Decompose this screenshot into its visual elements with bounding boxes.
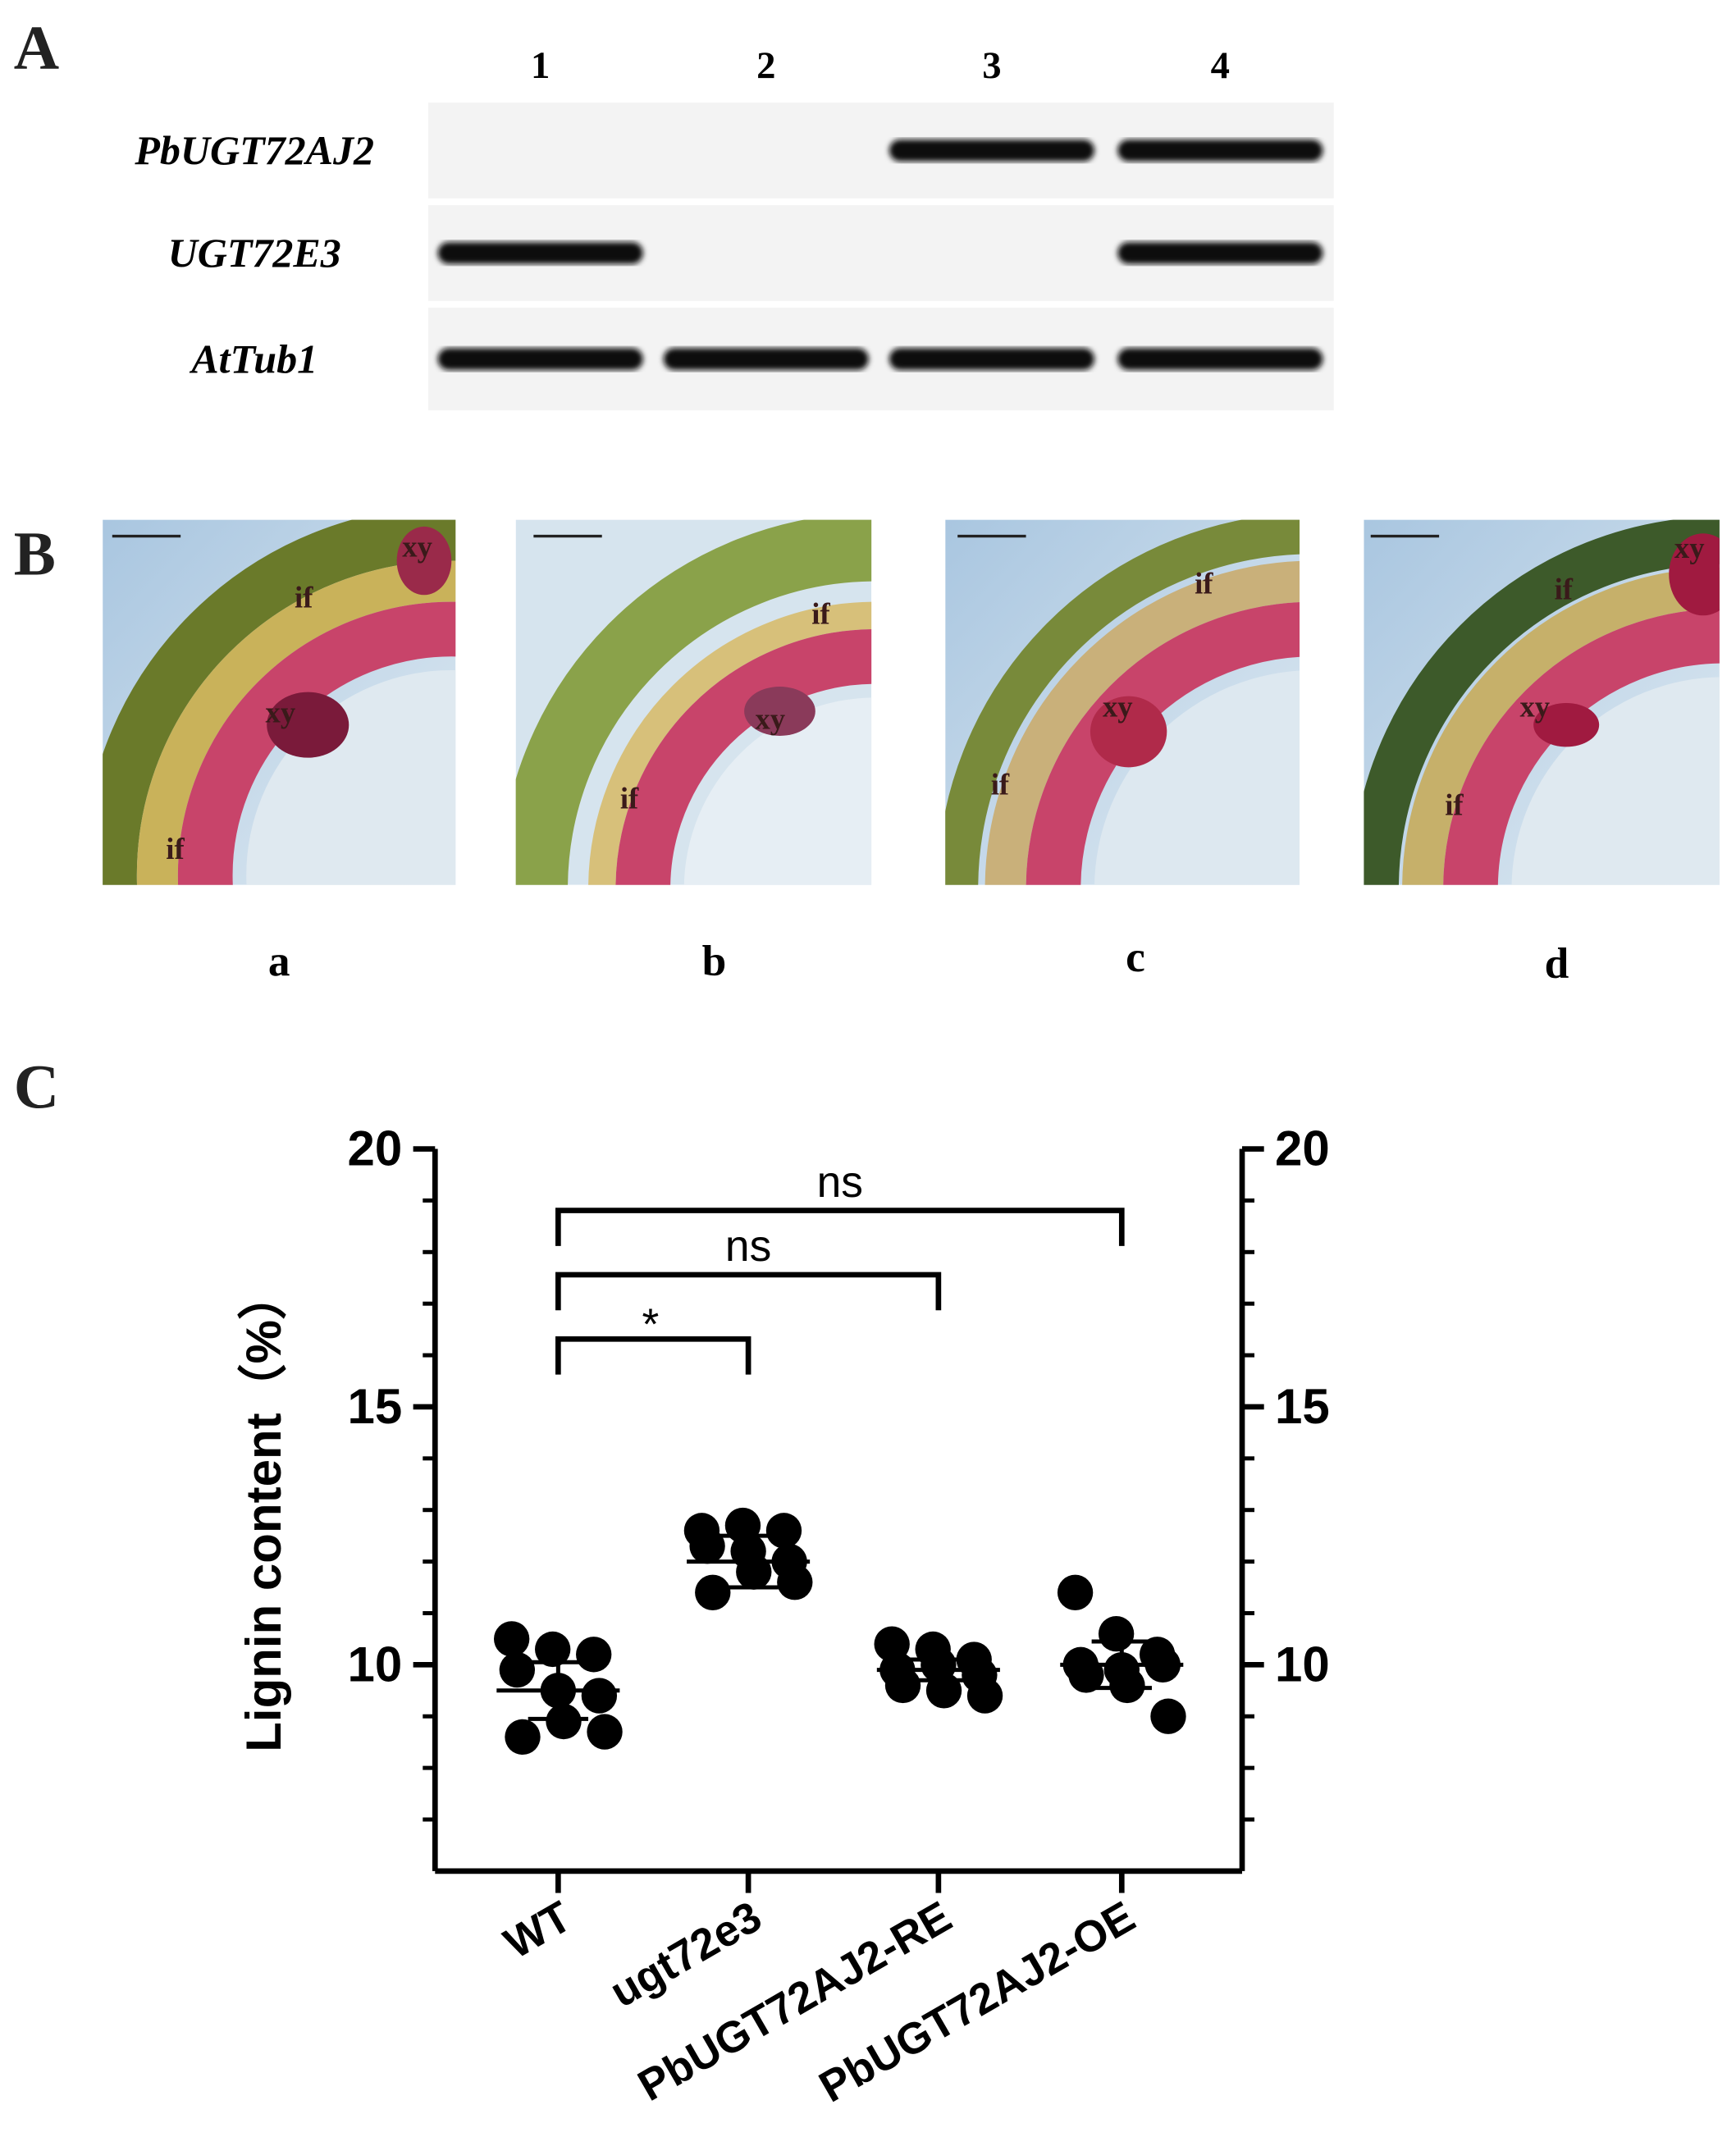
region-label: xy <box>1674 531 1705 564</box>
y-tick-label: 15 <box>1275 1379 1330 1434</box>
gel: 1 2 3 4 PbUGT72AJ2 UGT72E3 AtTub1 <box>134 44 1334 411</box>
dot <box>499 1651 536 1688</box>
row-label: AtTub1 <box>189 336 318 381</box>
section-caption: d <box>1545 938 1569 988</box>
row-label: UGT72E3 <box>168 230 341 276</box>
region-label: xy <box>266 695 296 728</box>
region-label: if <box>1555 572 1574 605</box>
significance-bracket <box>555 1336 752 1375</box>
lane-label: 2 <box>756 44 775 87</box>
band <box>437 348 643 371</box>
band <box>437 242 643 264</box>
panel-label: A <box>14 12 59 82</box>
dot <box>1057 1574 1094 1610</box>
region-label: if <box>991 768 1010 801</box>
dot <box>1109 1667 1145 1704</box>
region-label: if <box>620 781 639 815</box>
dot <box>925 1673 962 1709</box>
y-tick-label: 20 <box>348 1121 403 1176</box>
dot <box>966 1678 1003 1714</box>
panel-label: B <box>14 518 56 588</box>
section-caption: b <box>702 936 727 985</box>
region-label: if <box>1445 788 1464 822</box>
x-tick-label: WT <box>496 1893 580 1969</box>
region-label: if <box>166 832 185 865</box>
x-tick-label: PbUGT72AJ2-OE <box>811 1893 1143 2112</box>
section-caption: a <box>268 936 290 985</box>
panel-label: C <box>14 1052 59 1122</box>
dot <box>884 1667 921 1704</box>
significance-label: * <box>642 1300 660 1349</box>
significance-label: ns <box>817 1158 863 1207</box>
band <box>1117 348 1323 371</box>
band <box>663 348 869 371</box>
x-tick-label: ugt72e3 <box>602 1893 770 2017</box>
band <box>889 348 1094 371</box>
y-tick-label: 20 <box>1275 1121 1330 1176</box>
lane-label: 3 <box>982 44 1001 87</box>
section-caption: c <box>1126 932 1145 981</box>
region-label: if <box>811 596 830 630</box>
region-label: xy <box>1519 690 1550 724</box>
dot <box>1150 1698 1186 1734</box>
dot <box>546 1703 582 1740</box>
significance-bracket <box>555 1208 1125 1246</box>
dot <box>505 1719 541 1756</box>
dot <box>581 1678 618 1714</box>
row-label: PbUGT72AJ2 <box>134 127 374 173</box>
dot <box>493 1621 530 1657</box>
band <box>1117 139 1323 162</box>
region-label: xy <box>755 702 785 736</box>
dot <box>587 1714 623 1750</box>
region-label: xy <box>1103 690 1133 724</box>
significance-label: ns <box>725 1222 771 1271</box>
region-label: xy <box>402 530 432 564</box>
y-tick-label: 15 <box>348 1379 403 1434</box>
section-image <box>945 519 1300 885</box>
dot <box>695 1574 731 1610</box>
dot <box>576 1637 612 1673</box>
dot <box>736 1554 772 1590</box>
y-tick-label: 10 <box>1275 1637 1330 1692</box>
dot <box>1098 1615 1135 1652</box>
lane-label: 1 <box>531 44 550 87</box>
section-image <box>103 519 456 885</box>
dot <box>535 1631 571 1668</box>
section-image <box>515 519 872 885</box>
x-tick-label: PbUGT72AJ2-RE <box>630 1893 960 2111</box>
band <box>889 139 1094 162</box>
significance-bracket <box>555 1272 942 1311</box>
region-label: if <box>1195 567 1213 600</box>
dot <box>777 1564 813 1600</box>
y-axis-label: Lignin content（%） <box>236 1271 291 1752</box>
dot <box>765 1513 802 1549</box>
section-image <box>1364 519 1720 885</box>
region-label: if <box>295 580 313 614</box>
lane-label: 4 <box>1211 44 1230 87</box>
band <box>1117 242 1323 264</box>
dot <box>689 1528 725 1564</box>
y-tick-label: 10 <box>348 1637 403 1692</box>
